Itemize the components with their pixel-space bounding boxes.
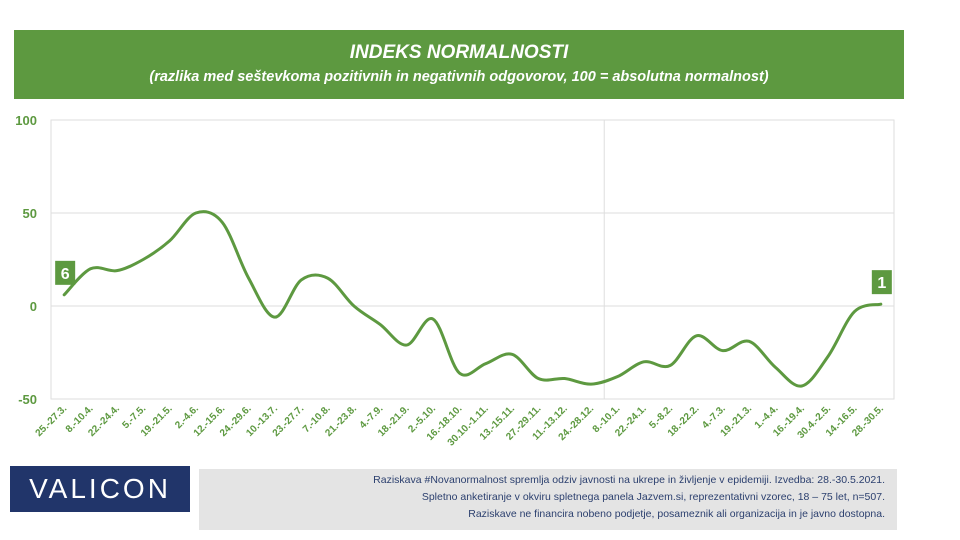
data-point: [431, 317, 435, 321]
data-point: [536, 377, 540, 381]
data-point: [747, 339, 751, 343]
chart-header: INDEKS NORMALNOSTI (razlika med seštevko…: [14, 30, 904, 99]
data-point: [510, 352, 514, 356]
data-point: [299, 278, 303, 282]
footnote-line-2: Spletno anketiranje v okviru spletnega p…: [421, 491, 885, 503]
data-point: [62, 293, 66, 297]
y-tick-label: 0: [30, 299, 37, 314]
data-point: [352, 304, 356, 308]
y-tick-label: 100: [15, 113, 37, 128]
data-point: [773, 365, 777, 369]
data-point: [563, 377, 567, 381]
data-point: [852, 310, 856, 314]
footnote: Raziskava #Novanormalnost spremlja odziv…: [199, 469, 897, 530]
data-label: 1: [877, 275, 886, 292]
data-point: [378, 323, 382, 327]
line-chart: 100500-5025.-27.3.8.-10.4.22.-24.4.5.-7.…: [15, 113, 895, 448]
data-point: [694, 334, 698, 338]
data-point: [615, 375, 619, 379]
footnote-line-1: Raziskava #Novanormalnost spremlja odziv…: [373, 474, 885, 486]
data-point: [668, 364, 672, 368]
data-point: [721, 349, 725, 353]
data-point: [800, 384, 804, 388]
data-point: [141, 258, 145, 262]
data-point: [326, 276, 330, 280]
data-point: [879, 302, 883, 306]
series-line: [62, 210, 883, 388]
footnote-line-3: Raziskave ne financira nobeno podjetje, …: [468, 508, 885, 520]
data-label-box: [871, 270, 892, 295]
data-point: [826, 354, 830, 358]
data-point: [642, 360, 646, 364]
data-point: [115, 269, 119, 273]
data-point: [220, 220, 224, 224]
data-point: [194, 211, 198, 215]
data-label-box: [55, 260, 76, 285]
data-point: [457, 371, 461, 375]
data-point: [273, 315, 277, 319]
data-label: 6: [61, 266, 70, 283]
valicon-logo: VALICON: [10, 466, 190, 512]
data-point: [168, 239, 172, 243]
data-point: [484, 362, 488, 366]
chart-subtitle: (razlika med seštevkoma pozitivnih in ne…: [149, 69, 769, 85]
y-tick-label: 50: [23, 206, 37, 221]
chart-title: INDEKS NORMALNOSTI: [349, 42, 569, 63]
data-point: [405, 343, 409, 347]
data-point: [247, 276, 251, 280]
data-point: [589, 382, 593, 386]
data-point: [89, 267, 93, 271]
y-tick-label: -50: [18, 392, 37, 407]
x-tick-label: 25.-27.3.: [34, 403, 70, 439]
